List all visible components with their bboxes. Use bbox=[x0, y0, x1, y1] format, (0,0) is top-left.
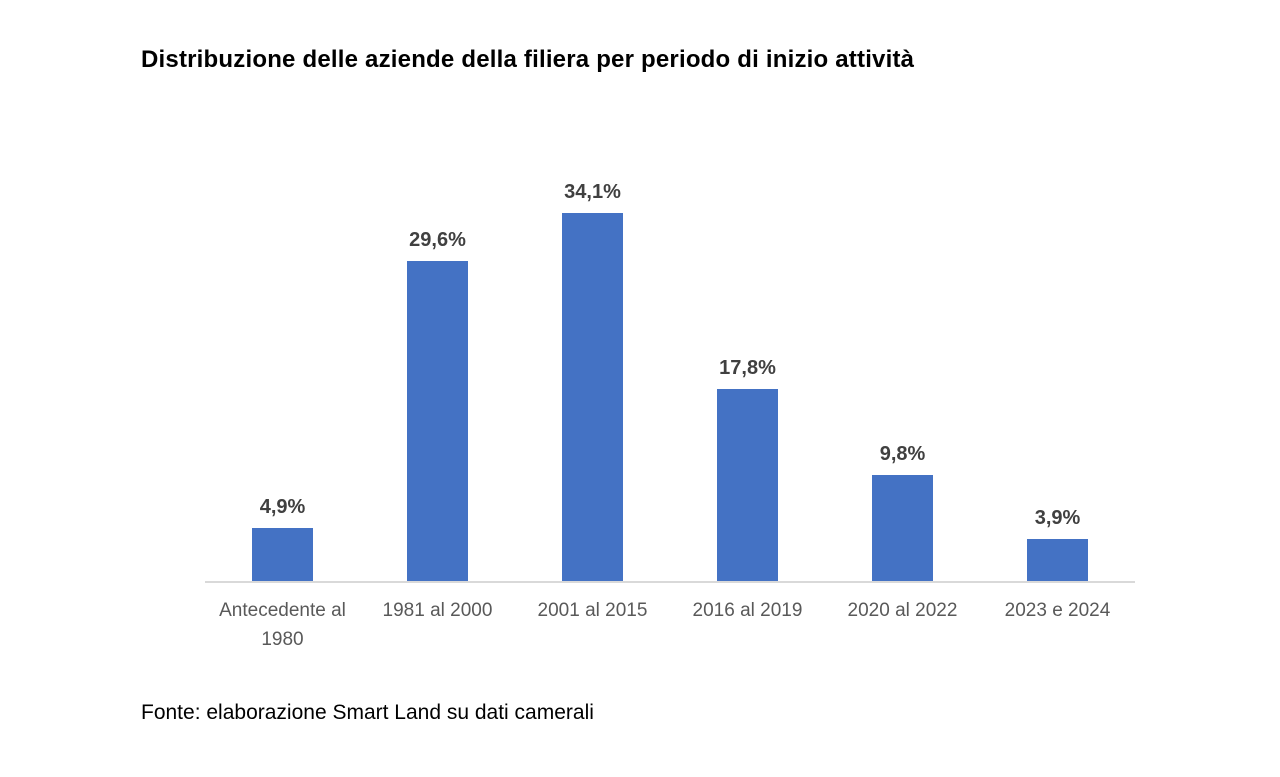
bar-value-label: 29,6% bbox=[409, 229, 466, 252]
x-axis-label: Antecedente al 1980 bbox=[219, 600, 346, 650]
bar bbox=[717, 388, 778, 581]
bar-column: 9,8% bbox=[825, 443, 980, 581]
bar-value-label: 4,9% bbox=[259, 496, 306, 519]
bar-column: 34,1% bbox=[515, 181, 670, 581]
bar-value-label: 9,8% bbox=[879, 443, 926, 466]
bar-value-label: 3,9% bbox=[1034, 506, 1081, 529]
x-axis-label: 2001 al 2015 bbox=[537, 600, 648, 621]
x-axis-labels: Antecedente al 1980 1981 al 2000 2001 al 2… bbox=[205, 583, 1135, 654]
bar-value-label: 34,1% bbox=[564, 180, 621, 203]
x-axis-label: 2020 al 2022 bbox=[847, 600, 958, 621]
bar bbox=[407, 261, 468, 581]
bar-column: 17,8% bbox=[670, 357, 825, 581]
bar-chart: 4,9% 29,6% 34,1% 17,8% 9,8% 3,9% Antecedente … bbox=[205, 170, 1135, 654]
bar-column: 4,9% bbox=[205, 496, 360, 581]
bar bbox=[562, 212, 623, 581]
bar bbox=[872, 475, 933, 581]
bar bbox=[252, 528, 313, 581]
bar-column: 29,6% bbox=[360, 229, 515, 581]
bar-value-label: 17,8% bbox=[719, 356, 776, 379]
plot-area: 4,9% 29,6% 34,1% 17,8% 9,8% 3,9% bbox=[205, 170, 1135, 583]
x-axis-label: 2023 e 2024 bbox=[1004, 600, 1111, 621]
bar-column: 3,9% bbox=[980, 507, 1135, 581]
x-axis-label: 1981 al 2000 bbox=[382, 600, 493, 621]
bar bbox=[1027, 538, 1088, 581]
chart-title: Distribuzione delle aziende della filier… bbox=[141, 46, 915, 73]
x-axis-label: 2016 al 2019 bbox=[692, 600, 803, 621]
source-note: Fonte: elaborazione Smart Land su dati c… bbox=[141, 701, 594, 724]
